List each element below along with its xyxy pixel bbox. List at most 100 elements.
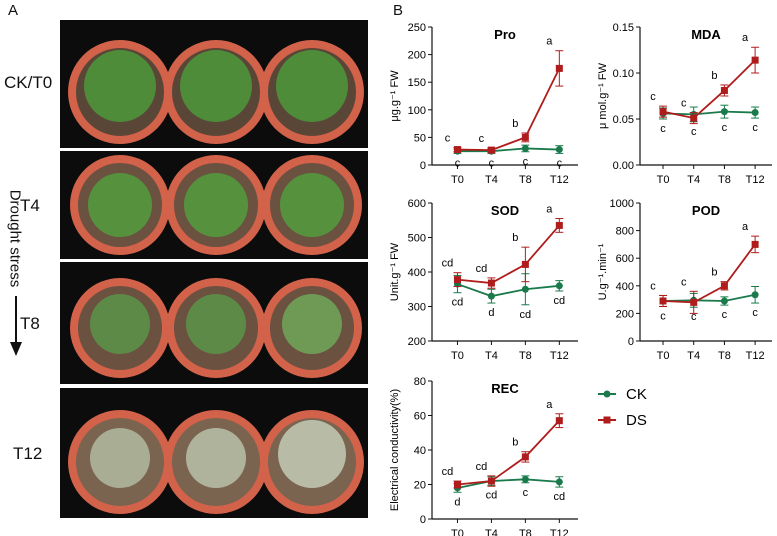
y-tick-label: 50 [414, 132, 426, 144]
photo-row-t8 [60, 262, 368, 384]
legend-marker-ds [603, 416, 611, 424]
y-tick-label: 800 [616, 226, 634, 238]
significance-label: c [523, 487, 529, 499]
y-axis-label: U.g⁻¹.min⁻¹ [597, 243, 609, 300]
series-ds: c c b a [650, 221, 760, 314]
significance-label: b [711, 70, 717, 82]
chart-sod: 200 300 400 500 600 T0 T4 T8 T12 SOD Unit.g⁻¹ FW cd… [389, 198, 578, 362]
legend: CK DS [598, 386, 647, 429]
series-ds: c c b a [445, 36, 564, 154]
data-point [720, 108, 728, 116]
significance-label: c [660, 311, 666, 323]
data-point [690, 298, 698, 306]
series-line [457, 283, 560, 298]
data-point [453, 146, 461, 154]
data-point [555, 221, 563, 229]
significance-label: c [752, 122, 758, 134]
significance-label: a [546, 36, 553, 48]
significance-label: cd [476, 263, 488, 275]
significance-label: a [742, 32, 749, 44]
y-tick-label: 0 [420, 160, 426, 172]
significance-label: b [711, 267, 717, 279]
x-tick-label: T8 [519, 174, 532, 186]
significance-label: c [722, 122, 728, 134]
significance-label: c [479, 133, 485, 145]
y-tick-label: 400 [408, 267, 426, 279]
legend-marker-ck [603, 390, 611, 398]
y-tick-label: 0 [628, 336, 634, 348]
plant-pots-image [70, 155, 362, 255]
x-tick-label: T0 [451, 528, 464, 536]
data-point [453, 276, 461, 284]
pot-3 [260, 40, 364, 144]
y-tick-label: 600 [408, 198, 426, 210]
plant-pots-image [68, 410, 364, 514]
significance-label: d [488, 307, 494, 319]
data-point [521, 453, 529, 461]
legend-item-ck: CK [598, 386, 647, 403]
y-tick-label: 250 [408, 22, 426, 34]
y-tick-label: 100 [408, 105, 426, 117]
data-point [521, 285, 529, 293]
data-point [555, 282, 563, 290]
data-point [487, 477, 495, 485]
x-tick-label: T4 [485, 528, 498, 536]
y-tick-label: 400 [616, 281, 634, 293]
series-ds: cd cd b a [442, 204, 564, 289]
chart-title: REC [491, 381, 519, 396]
significance-label: c [691, 311, 697, 323]
significance-label: c [650, 91, 656, 103]
significance-label: c [752, 307, 758, 319]
series-line [457, 478, 560, 489]
pot-2 [164, 40, 268, 144]
series-ds: c c b a [650, 32, 760, 125]
y-tick-label: 60 [414, 411, 426, 423]
significance-label: c [455, 157, 461, 169]
y-axis-label: μg.g⁻¹ FW [389, 70, 401, 122]
y-axis-label: μ mol.g⁻¹ FW [597, 62, 609, 129]
plant-photo-panel: CK/T0 T4 T8 T12 Drought stress [0, 0, 380, 536]
significance-label: c [489, 157, 495, 169]
significance-label: c [523, 156, 529, 168]
y-axis-label: Electrical conductivity(%) [389, 389, 401, 511]
x-tick-label: T4 [485, 174, 498, 186]
y-tick-label: 200 [616, 308, 634, 320]
significance-label: cd [554, 491, 566, 503]
chart-rec: 0 20 40 60 80 T0 T4 T8 T12 REC Electrical conducti… [389, 376, 578, 536]
x-tick-label: T0 [657, 174, 670, 186]
row-label-t8: T8 [20, 314, 40, 333]
x-tick-label: T8 [519, 350, 532, 362]
significance-label: b [512, 232, 518, 244]
data-point [659, 297, 667, 305]
series-line [457, 68, 561, 151]
row-label-t12: T12 [13, 444, 43, 463]
plant-pots-image [68, 40, 364, 144]
significance-label: c [660, 123, 666, 135]
x-tick-label: T8 [718, 174, 731, 186]
drought-arrow-icon [10, 296, 22, 356]
row-label-t4: T4 [20, 196, 40, 215]
significance-label: c [681, 276, 687, 288]
data-point [555, 478, 563, 486]
data-point [720, 86, 728, 94]
y-tick-label: 600 [616, 253, 634, 265]
significance-label: a [742, 221, 749, 233]
panel-b-letter: B [393, 2, 404, 19]
data-point [555, 64, 563, 72]
y-tick-label: 20 [414, 480, 426, 492]
significance-label: cd [476, 461, 488, 473]
x-tick-label: T0 [451, 350, 464, 362]
data-point [690, 114, 698, 122]
y-tick-label: 40 [414, 445, 426, 457]
y-tick-label: 300 [408, 302, 426, 314]
data-point [751, 291, 759, 299]
significance-label: c [691, 126, 697, 138]
data-point [555, 146, 563, 154]
y-tick-label: 0.00 [613, 160, 634, 172]
data-point [555, 417, 563, 425]
series-line [457, 147, 560, 153]
data-point [521, 475, 529, 483]
significance-label: c [681, 98, 687, 110]
